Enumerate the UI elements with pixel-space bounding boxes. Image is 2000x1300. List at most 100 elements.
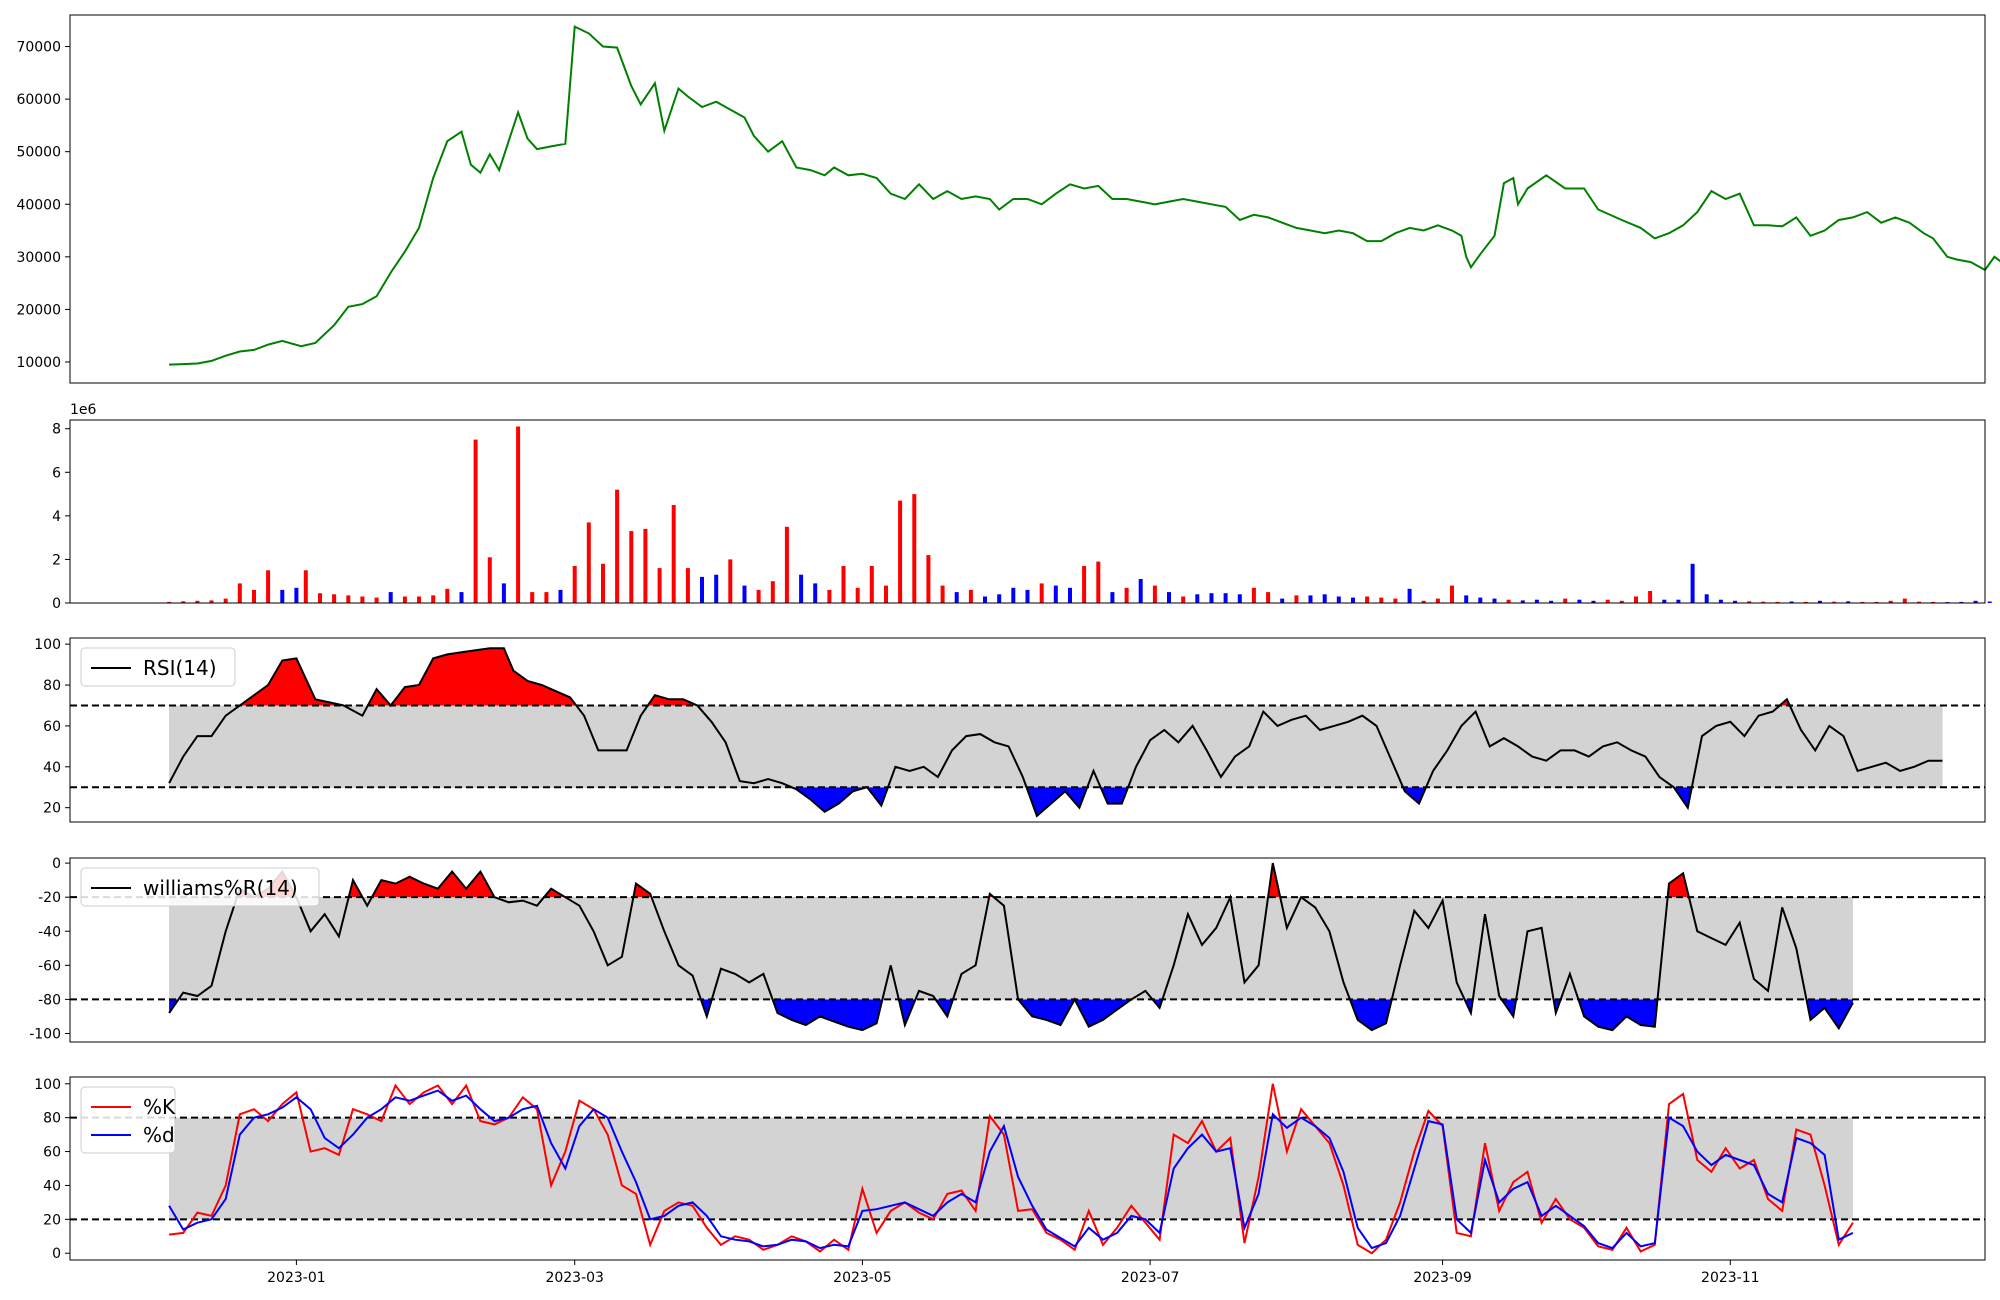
volume-bar <box>1704 594 1709 603</box>
stoch-ytick-label: 100 <box>34 1077 61 1093</box>
williams-legend-box <box>80 867 320 907</box>
volume-bar <box>770 581 775 603</box>
price-ytick-label: 60000 <box>16 92 61 108</box>
volume-bar <box>1435 598 1440 603</box>
volume-bar <box>1492 598 1497 603</box>
volume-bar <box>1520 600 1525 603</box>
volume-bar <box>1478 597 1483 603</box>
volume-bar <box>1534 599 1539 603</box>
rsi-ytick-label: 60 <box>43 719 61 735</box>
volume-bar <box>1223 593 1228 603</box>
volume-bar <box>1082 566 1087 603</box>
volume-bar <box>615 489 620 603</box>
volume-bar <box>1393 598 1398 603</box>
volume-bar <box>360 596 365 603</box>
volume-bar <box>855 587 860 604</box>
volume-bar <box>1181 596 1186 603</box>
rsi-neutral-band <box>169 705 1943 788</box>
stochastic-panel: 0 20 40 60 80 100 %K %d <box>34 1076 1986 1262</box>
volume-ytick-label: 0 <box>52 596 61 612</box>
volume-bar <box>1308 595 1313 603</box>
volume-bar <box>1803 601 1808 603</box>
volume-bar <box>167 601 172 603</box>
volume-bar <box>1959 601 1964 603</box>
volume-bar <box>1322 594 1327 603</box>
volume-bar <box>827 589 832 603</box>
volume-bar <box>813 583 818 603</box>
volume-bar <box>1068 587 1072 604</box>
volume-bar <box>1789 601 1794 603</box>
volume-bar <box>1294 595 1299 603</box>
volume-ytick-label: 8 <box>52 422 61 438</box>
volume-bar <box>1110 592 1115 603</box>
price-ytick-label: 50000 <box>16 145 61 161</box>
volume-bar <box>1747 601 1752 603</box>
volume-bar <box>501 583 506 603</box>
rsi-frame <box>69 637 1986 823</box>
rsi-ytick-label: 80 <box>43 678 61 694</box>
volume-bar <box>1832 601 1837 603</box>
volume-bar <box>1987 601 1992 603</box>
williams-line <box>168 862 1854 1032</box>
volume-bar <box>869 566 874 603</box>
volume-bar <box>487 557 492 604</box>
stoch-k-line <box>168 1083 1854 1255</box>
volume-bar <box>1690 563 1695 603</box>
williams-ytick-label: -40 <box>38 924 61 940</box>
volume-bar <box>1605 599 1610 603</box>
volume-bar <box>728 559 733 603</box>
stoch-ytick-label: 40 <box>43 1178 61 1194</box>
volume-bar <box>1096 561 1101 603</box>
volume-bar <box>223 598 228 603</box>
volume-bar <box>1917 601 1921 603</box>
volume-bar <box>1577 599 1582 603</box>
volume-bar <box>997 594 1002 603</box>
volume-bar <box>181 601 186 603</box>
stoch-legend-label: %d <box>143 1123 175 1147</box>
volume-bar <box>237 583 242 603</box>
volume-bar <box>1973 600 1978 603</box>
stoch-d-line <box>168 1089 1854 1250</box>
volume-bar <box>1761 601 1766 603</box>
volume-bar <box>1280 598 1285 603</box>
volume-bar <box>1648 591 1653 603</box>
williams-frame <box>69 857 1986 1043</box>
volume-bar <box>459 592 464 603</box>
volume-bar <box>266 570 271 603</box>
volume-bar <box>841 566 846 603</box>
rsi-ytick-label: 40 <box>43 760 61 776</box>
volume-bar <box>1450 585 1454 603</box>
williams-ytick-label: -20 <box>38 890 61 906</box>
volume-bar <box>1152 585 1157 603</box>
volume-bar <box>252 589 256 603</box>
x-tick-label: 2023-07 <box>1121 1270 1180 1286</box>
volume-panel: 1e6 0 2 4 6 8 <box>52 402 1992 612</box>
williams-panel: -100 -80 -60 -40 -20 0 williams%R(14) <box>29 856 1986 1043</box>
volume-bar <box>558 589 563 603</box>
price-ytick-label: 30000 <box>16 250 61 266</box>
volume-bar <box>1407 588 1412 603</box>
volume-bar <box>1053 585 1058 603</box>
volume-bar <box>1888 600 1893 603</box>
price-ytick-label: 40000 <box>16 197 61 213</box>
x-tick-label: 2023-01 <box>267 1270 326 1286</box>
rsi-line <box>168 647 1943 818</box>
volume-bar <box>1251 587 1256 604</box>
volume-bar <box>1011 587 1016 604</box>
volume-bar <box>1336 596 1341 603</box>
volume-bar <box>1619 600 1624 603</box>
x-axis: 2023-01 2023-03 2023-05 2023-07 2023-09 2023-… <box>267 1260 1760 1286</box>
volume-bar <box>742 585 747 603</box>
volume-bar <box>1365 596 1370 603</box>
volume-bar <box>601 563 605 603</box>
volume-bar <box>1237 594 1242 603</box>
volume-bar <box>799 574 804 603</box>
stoch-ytick-label: 60 <box>43 1145 61 1161</box>
volume-bar <box>209 600 214 603</box>
volume-bar <box>912 494 917 603</box>
williams-ytick-label: 0 <box>52 856 61 872</box>
volume-bar <box>1676 599 1681 603</box>
volume-bar <box>1931 601 1936 603</box>
price-frame <box>69 14 1986 384</box>
